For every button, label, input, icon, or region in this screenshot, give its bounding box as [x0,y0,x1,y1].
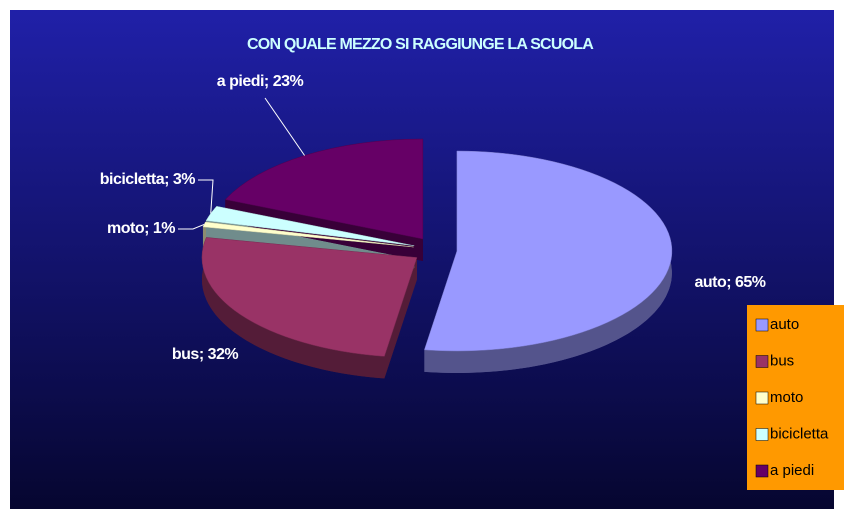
chart-title: CON QUALE MEZZO SI RAGGIUNGE LA SCUOLA [247,36,594,53]
legend-label: moto [770,389,803,406]
slice [424,150,673,352]
legend-label: bus [770,352,794,369]
leader-line [178,223,205,230]
legend-label: a piedi [770,462,814,479]
legend-swatch [755,428,769,441]
legend-label: auto [770,316,799,333]
leader-line [198,179,214,214]
leader-line [264,97,305,156]
legend-swatch [755,391,769,405]
legend-swatch [755,318,769,332]
data-label: auto; 65% [694,274,765,291]
legend-swatch [755,355,769,368]
data-label: a piedi; 23% [217,73,304,90]
legend-label: bicicletta [770,425,829,442]
data-label: bus; 32% [172,346,239,363]
slice [202,221,414,248]
slice [224,138,424,240]
slice-side [201,237,385,379]
legend-swatch [755,464,769,478]
slice-wall [384,257,417,379]
data-label: bicicletta; 3% [100,171,196,188]
slice [201,237,418,357]
data-label: moto; 1% [107,220,175,237]
